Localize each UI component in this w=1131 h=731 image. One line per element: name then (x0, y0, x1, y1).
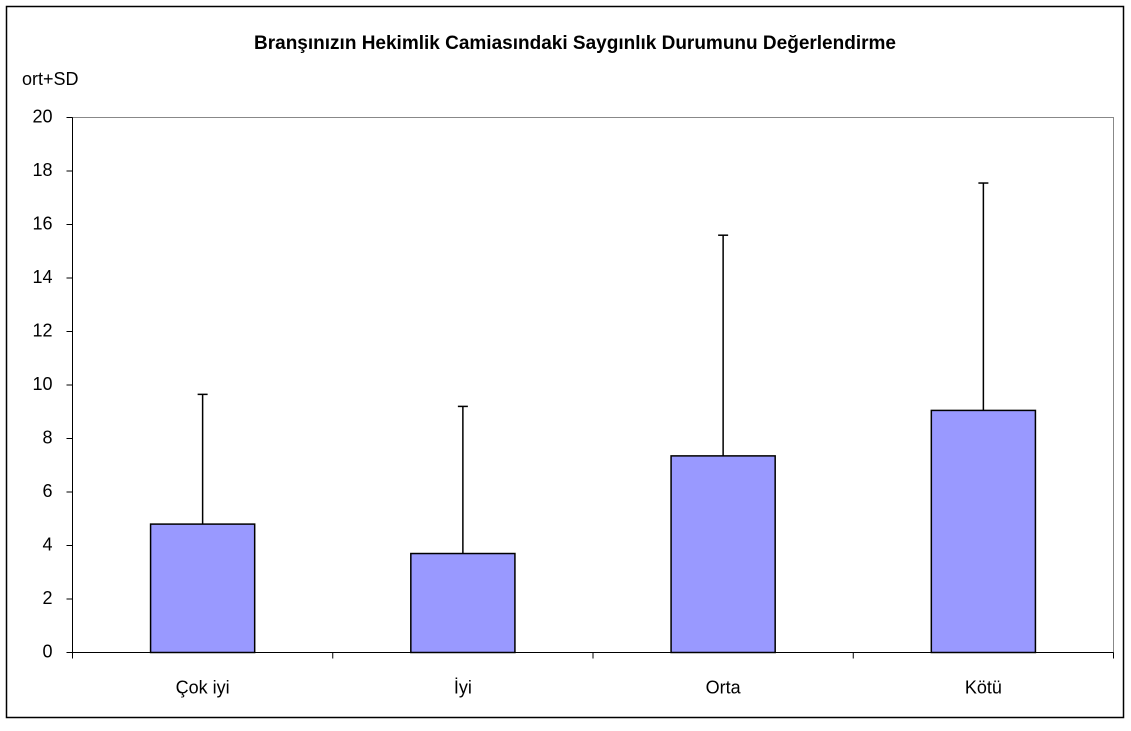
bar (410, 552, 516, 654)
x-tick-label: Kötü (965, 677, 1002, 697)
x-tick-label: Orta (706, 677, 742, 697)
y-tick-label: 8 (42, 427, 52, 447)
bar (149, 523, 256, 654)
y-tick-label: 10 (32, 374, 52, 394)
bar (930, 409, 1037, 654)
bar (670, 455, 776, 654)
x-tick-label: İyi (454, 677, 472, 697)
y-tick-label: 2 (42, 588, 52, 608)
y-tick-label: 6 (42, 481, 52, 501)
y-tick-label: 12 (32, 320, 52, 340)
y-tick-label: 18 (32, 160, 52, 180)
y-tick-label: 0 (42, 641, 52, 661)
y-tick-label: 14 (32, 267, 52, 287)
chart-title: Branşınızın Hekimlik Camiasındaki Saygın… (254, 33, 896, 54)
y-axis-label: ort+SD (22, 69, 79, 89)
y-tick-label: 16 (32, 213, 52, 233)
y-tick-label: 4 (42, 534, 52, 554)
y-tick-label: 20 (32, 106, 52, 126)
x-tick-label: Çok iyi (176, 677, 230, 697)
